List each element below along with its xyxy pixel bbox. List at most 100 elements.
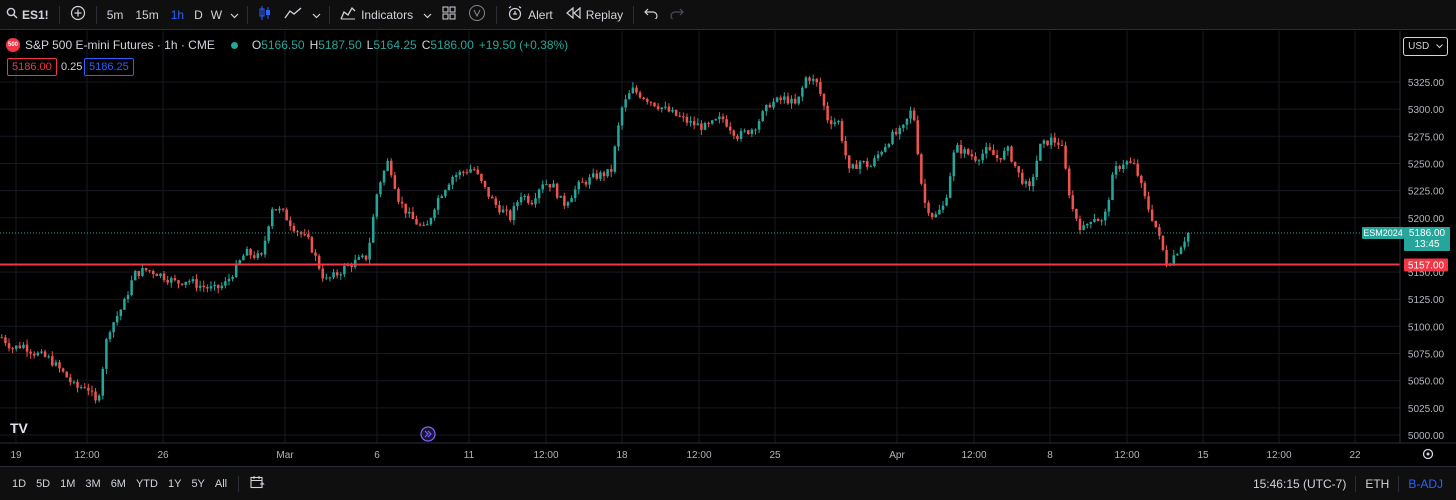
- candle-body: [801, 87, 804, 97]
- range-1d[interactable]: 1D: [12, 477, 27, 490]
- undo-button[interactable]: [638, 0, 664, 30]
- range-1m[interactable]: 1M: [60, 477, 76, 490]
- candle-body: [173, 278, 177, 281]
- series-title[interactable]: S&P 500 E-mini Futures · 1h · CME: [25, 38, 215, 52]
- candle-body: [447, 184, 451, 191]
- range-5y[interactable]: 5Y: [191, 477, 205, 490]
- change-value: +19.50 (+0.38%): [478, 38, 569, 52]
- market-status-dot[interactable]: [230, 41, 238, 49]
- candle-body: [837, 121, 840, 123]
- candle-body: [638, 92, 642, 98]
- compare-symbol-button[interactable]: [64, 0, 92, 30]
- tradingview-logo[interactable]: TV: [10, 420, 29, 436]
- candle-body: [1107, 200, 1111, 212]
- candle-body: [350, 264, 353, 267]
- calendar-go-icon: [250, 475, 265, 488]
- chart-pane[interactable]: 5325.00 5300.00 5275.00 5250.00 5225.00 5200.…: [0, 31, 1456, 465]
- time-tick-label: 12:00: [74, 450, 99, 461]
- candle-body: [328, 277, 332, 279]
- sell-price-button[interactable]: 5186.00: [7, 58, 57, 76]
- candle-body: [216, 284, 220, 289]
- interval-5m[interactable]: 5m: [106, 7, 124, 22]
- candles-chart-type-button[interactable]: [252, 0, 278, 30]
- redo-button[interactable]: [664, 0, 690, 30]
- candle-body: [170, 278, 173, 283]
- candle-body: [76, 381, 79, 388]
- candle-body: [541, 184, 544, 190]
- candle-body: [1136, 163, 1139, 176]
- candle-body: [206, 287, 209, 289]
- indicators-button[interactable]: Indicators: [334, 0, 419, 30]
- session-button[interactable]: ETH: [1365, 476, 1390, 491]
- candle-body: [368, 242, 371, 260]
- range-all[interactable]: All: [214, 477, 228, 490]
- candle-body: [1165, 249, 1168, 266]
- buy-price-button[interactable]: 5186.25: [84, 58, 134, 76]
- candle-body: [130, 280, 133, 296]
- price-tick-label: 5025.00: [1408, 404, 1445, 415]
- candle-body: [1085, 223, 1089, 226]
- price-chart[interactable]: 5325.00 5300.00 5275.00 5250.00 5225.00 5200.…: [0, 31, 1456, 465]
- candle-body: [566, 202, 570, 206]
- range-3m[interactable]: 3M: [85, 477, 101, 490]
- v-circle-icon: [468, 4, 486, 25]
- scroll-to-realtime-button[interactable]: [420, 426, 436, 442]
- close-key: C: [421, 38, 431, 52]
- go-to-date-button[interactable]: [245, 475, 270, 493]
- back-adjust-button[interactable]: B-ADJ: [1408, 476, 1443, 491]
- candle-body: [480, 173, 483, 182]
- candle-body: [303, 234, 306, 236]
- candle-body: [876, 154, 880, 159]
- candle-body: [278, 208, 281, 211]
- candle-body: [1111, 174, 1114, 201]
- chart-settings-button[interactable]: [1422, 448, 1434, 460]
- interval-dropdown-button[interactable]: [226, 0, 243, 30]
- price-axis[interactable]: 5325.00 5300.00 5275.00 5250.00 5225.00 5200.…: [1408, 78, 1445, 442]
- candle-body: [451, 177, 454, 185]
- range-5d[interactable]: 5D: [36, 477, 51, 490]
- candle-body: [7, 343, 11, 349]
- replay-button[interactable]: Replay: [559, 0, 629, 30]
- interval-w[interactable]: W: [210, 7, 223, 22]
- high-value: 5187.50: [318, 38, 362, 52]
- interval-15m[interactable]: 15m: [135, 7, 159, 22]
- candle-body: [678, 115, 682, 117]
- symbol-search-button[interactable]: ES1!: [0, 0, 55, 30]
- candle-body: [1186, 232, 1190, 242]
- range-1y[interactable]: 1Y: [167, 477, 182, 490]
- alert-button[interactable]: Alert: [501, 0, 559, 30]
- candle-body: [703, 123, 707, 130]
- candle-body: [487, 187, 490, 197]
- candle-body: [545, 184, 548, 186]
- clock-timezone-button[interactable]: 15:46:15 (UTC-7): [1252, 476, 1347, 491]
- undo-icon: [644, 7, 658, 22]
- candle-body: [808, 77, 811, 81]
- candle-body: [1143, 183, 1147, 197]
- candle-body: [162, 273, 166, 280]
- candle-body: [357, 257, 361, 260]
- currency-button[interactable]: USD: [1403, 37, 1448, 56]
- interval-1h[interactable]: 1h: [170, 7, 185, 22]
- range-ytd[interactable]: YTD: [135, 477, 158, 490]
- candle-body: [573, 189, 577, 199]
- chart-type-dropdown-button[interactable]: [308, 0, 325, 30]
- divider: [329, 5, 331, 24]
- price-tick-label: 5275.00: [1408, 132, 1445, 143]
- candle-body: [1172, 255, 1176, 265]
- candle-body: [289, 220, 292, 226]
- candle-body: [1100, 220, 1103, 222]
- candle-body: [674, 109, 678, 116]
- price-tick-label: 5075.00: [1408, 350, 1445, 361]
- range-6m[interactable]: 6M: [110, 477, 126, 490]
- time-axis[interactable]: 19 12:00 26 Mar 6 11 12:00 18 12:00 25 Apr 12:00 8 12…: [10, 450, 1361, 461]
- indicators-dropdown-button[interactable]: [419, 0, 436, 30]
- candle-body: [267, 226, 270, 241]
- layouts-button[interactable]: [436, 0, 462, 30]
- strategy-button[interactable]: [462, 0, 492, 30]
- divider: [247, 5, 249, 24]
- candle-body: [245, 249, 249, 256]
- line-chart-type-button[interactable]: [278, 0, 308, 30]
- bottom-toolbar: 1D 5D 1M 3M 6M YTD 1Y 5Y All 15:46:15 (U…: [0, 466, 1456, 500]
- interval-d[interactable]: D: [194, 7, 203, 22]
- candle-body: [995, 155, 999, 159]
